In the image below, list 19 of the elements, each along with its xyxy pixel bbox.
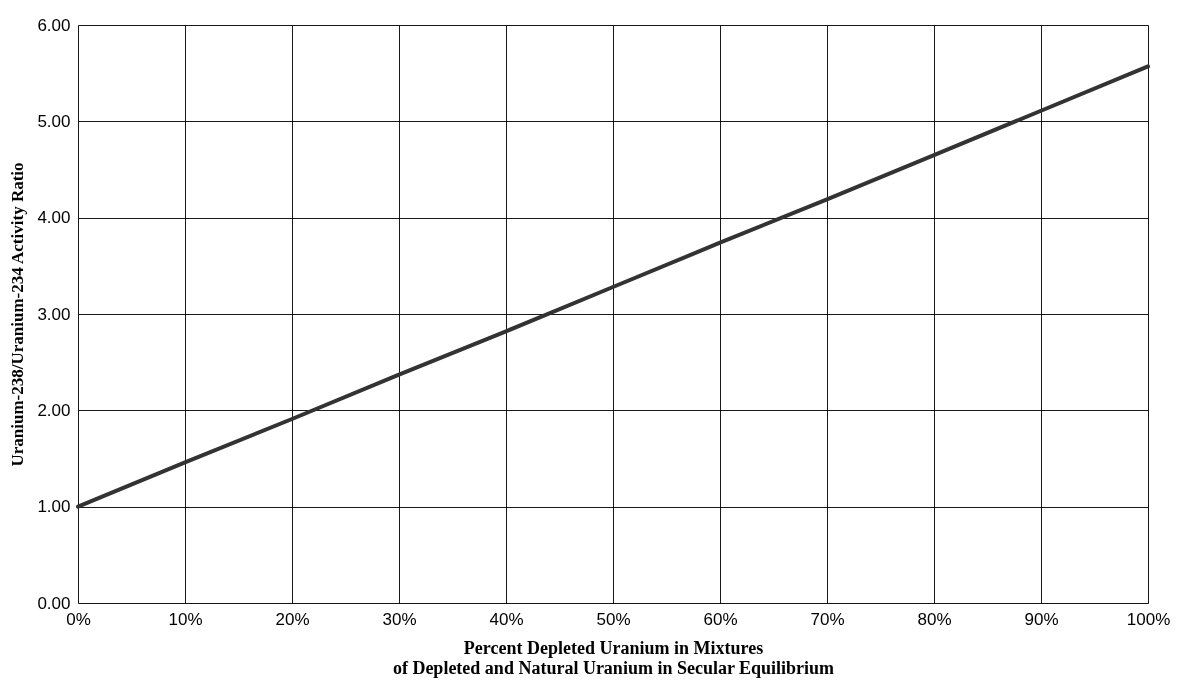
x-tick-label: 50% bbox=[596, 609, 631, 629]
x-tick-label: 100% bbox=[1126, 609, 1171, 629]
y-tick-label: 4.00 bbox=[37, 208, 71, 228]
x-tick-label: 40% bbox=[489, 609, 524, 629]
y-tick-label: 5.00 bbox=[37, 111, 71, 131]
x-tick-label: 80% bbox=[917, 609, 952, 629]
line-series bbox=[76, 64, 1150, 509]
y-tick-label: 1.00 bbox=[37, 497, 71, 517]
x-tick-label: 30% bbox=[382, 609, 417, 629]
x-tick-label: 20% bbox=[275, 609, 310, 629]
y-tick-label: 2.00 bbox=[37, 400, 71, 420]
x-tick-label: 90% bbox=[1024, 609, 1059, 629]
x-tick-label: 70% bbox=[810, 609, 845, 629]
x-tick-label: 10% bbox=[168, 609, 203, 629]
y-axis-title: Uranium-238/Uranium-234 Activity Ratio bbox=[8, 162, 28, 467]
x-axis-title: Percent Depleted Uranium in Mixtures of Depleted and Natural Uranium in Secular Equilibrium bbox=[392, 637, 835, 678]
y-tick-label: 3.00 bbox=[37, 304, 71, 324]
x-tick-label: 60% bbox=[703, 609, 738, 629]
y-tick-label: 6.00 bbox=[37, 15, 71, 35]
